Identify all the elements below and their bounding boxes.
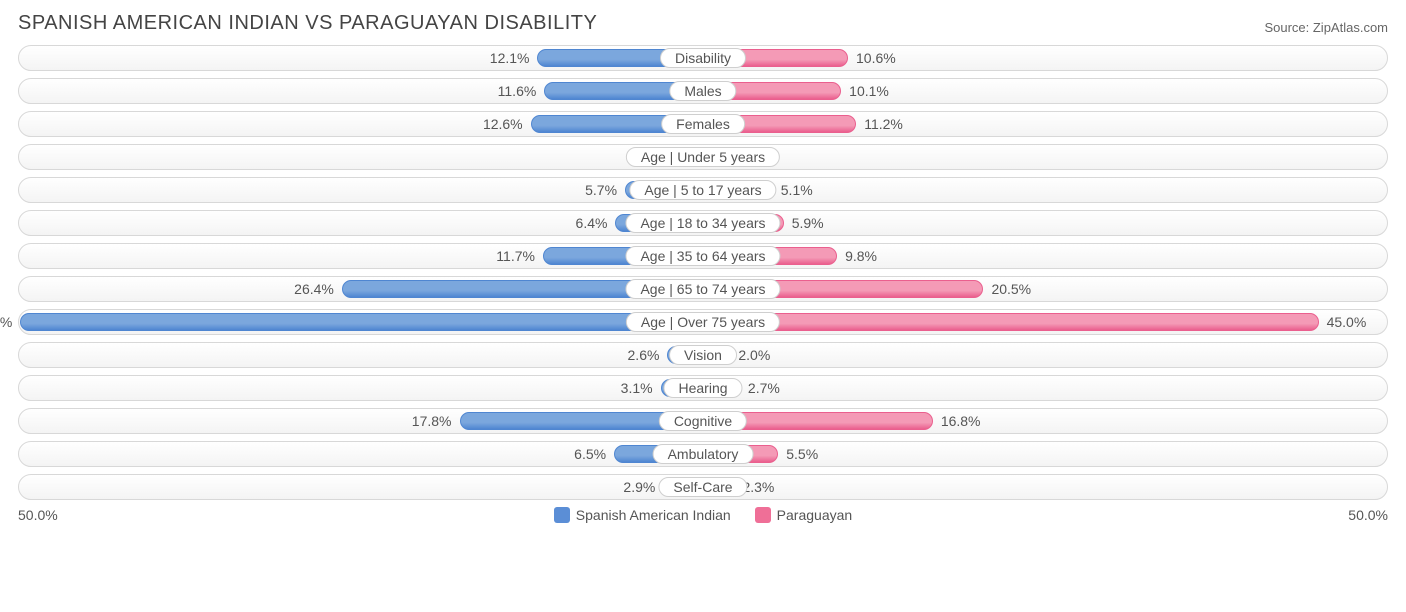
value-label-left: 17.8%	[412, 409, 460, 433]
chart-header: SPANISH AMERICAN INDIAN VS PARAGUAYAN DI…	[18, 12, 1388, 35]
value-label-right: 9.8%	[837, 244, 877, 268]
chart-title: SPANISH AMERICAN INDIAN VS PARAGUAYAN DI…	[18, 12, 597, 35]
legend-item-left: Spanish American Indian	[554, 507, 731, 523]
chart-row: 11.6% 10.1% Males	[18, 78, 1388, 104]
category-label: Ambulatory	[653, 444, 754, 464]
chart-row: 2.9%2.3%Self-Care	[18, 474, 1388, 500]
bar-right	[703, 313, 1319, 331]
chart-row: 5.7% 5.1%Age | 5 to 17 years	[18, 177, 1388, 203]
category-label: Females	[661, 114, 745, 134]
value-label-right: 10.1%	[841, 79, 889, 103]
value-label-left: 2.6%	[628, 343, 668, 367]
legend-item-right: Paraguayan	[755, 507, 853, 523]
chart-footer: 50.0% Spanish American Indian Paraguayan…	[18, 507, 1388, 523]
value-label-right: 16.8%	[933, 409, 981, 433]
value-label-right: 20.5%	[983, 277, 1031, 301]
category-label: Self-Care	[658, 477, 747, 497]
chart-row: 49.9%45.0%Age | Over 75 years	[18, 309, 1388, 335]
chart-row: 12.1% 10.6% Disability	[18, 45, 1388, 71]
value-label-left: 12.1%	[490, 46, 538, 70]
value-label-left: 49.9%	[0, 310, 20, 334]
category-label: Age | 65 to 74 years	[625, 279, 780, 299]
chart-row: 17.8% 16.8% Cognitive	[18, 408, 1388, 434]
chart-row: 3.1% 2.7%Hearing	[18, 375, 1388, 401]
chart-row: 26.4% 20.5% Age | 65 to 74 years	[18, 276, 1388, 302]
chart-row: 6.4% 5.9%Age | 18 to 34 years	[18, 210, 1388, 236]
bar-left	[20, 313, 703, 331]
chart-source: Source: ZipAtlas.com	[1264, 20, 1388, 35]
value-label-right: 5.5%	[778, 442, 818, 466]
value-label-left: 12.6%	[483, 112, 531, 136]
value-label-right: 5.1%	[773, 178, 813, 202]
category-label: Cognitive	[659, 411, 747, 431]
chart-row: 11.7% 9.8% Age | 35 to 64 years	[18, 243, 1388, 269]
axis-max-left: 50.0%	[18, 507, 58, 523]
chart-row: 1.3%2.0%Age | Under 5 years	[18, 144, 1388, 170]
value-label-left: 26.4%	[294, 277, 342, 301]
value-label-left: 2.9%	[623, 475, 663, 499]
value-label-left: 6.5%	[574, 442, 614, 466]
legend-label-left: Spanish American Indian	[576, 507, 731, 523]
category-label: Age | 18 to 34 years	[625, 213, 780, 233]
category-label: Disability	[660, 48, 746, 68]
value-label-left: 11.7%	[496, 244, 543, 268]
value-label-right: 2.7%	[740, 376, 780, 400]
diverging-bar-chart: 12.1% 10.6% Disability 11.6% 10.1% Males 12.6%…	[18, 45, 1388, 500]
legend-label-right: Paraguayan	[777, 507, 853, 523]
axis-max-right: 50.0%	[1348, 507, 1388, 523]
value-label-right: 11.2%	[856, 112, 903, 136]
value-label-left: 5.7%	[585, 178, 625, 202]
chart-row: 6.5% 5.5% Ambulatory	[18, 441, 1388, 467]
category-label: Age | 5 to 17 years	[629, 180, 776, 200]
value-label-right: 5.9%	[784, 211, 824, 235]
value-label-right: 45.0%	[1319, 310, 1367, 334]
category-label: Age | Under 5 years	[626, 147, 780, 167]
category-label: Age | Over 75 years	[626, 312, 780, 332]
value-label-left: 3.1%	[621, 376, 661, 400]
category-label: Hearing	[663, 378, 742, 398]
value-label-right: 10.6%	[848, 46, 896, 70]
category-label: Males	[669, 81, 736, 101]
value-label-left: 11.6%	[498, 79, 545, 103]
value-label-left: 6.4%	[576, 211, 616, 235]
legend: Spanish American Indian Paraguayan	[58, 507, 1349, 523]
category-label: Age | 35 to 64 years	[625, 246, 780, 266]
category-label: Vision	[669, 345, 737, 365]
chart-row: 12.6% 11.2% Females	[18, 111, 1388, 137]
chart-row: 2.6%2.0%Vision	[18, 342, 1388, 368]
legend-swatch-left	[554, 507, 570, 523]
legend-swatch-right	[755, 507, 771, 523]
